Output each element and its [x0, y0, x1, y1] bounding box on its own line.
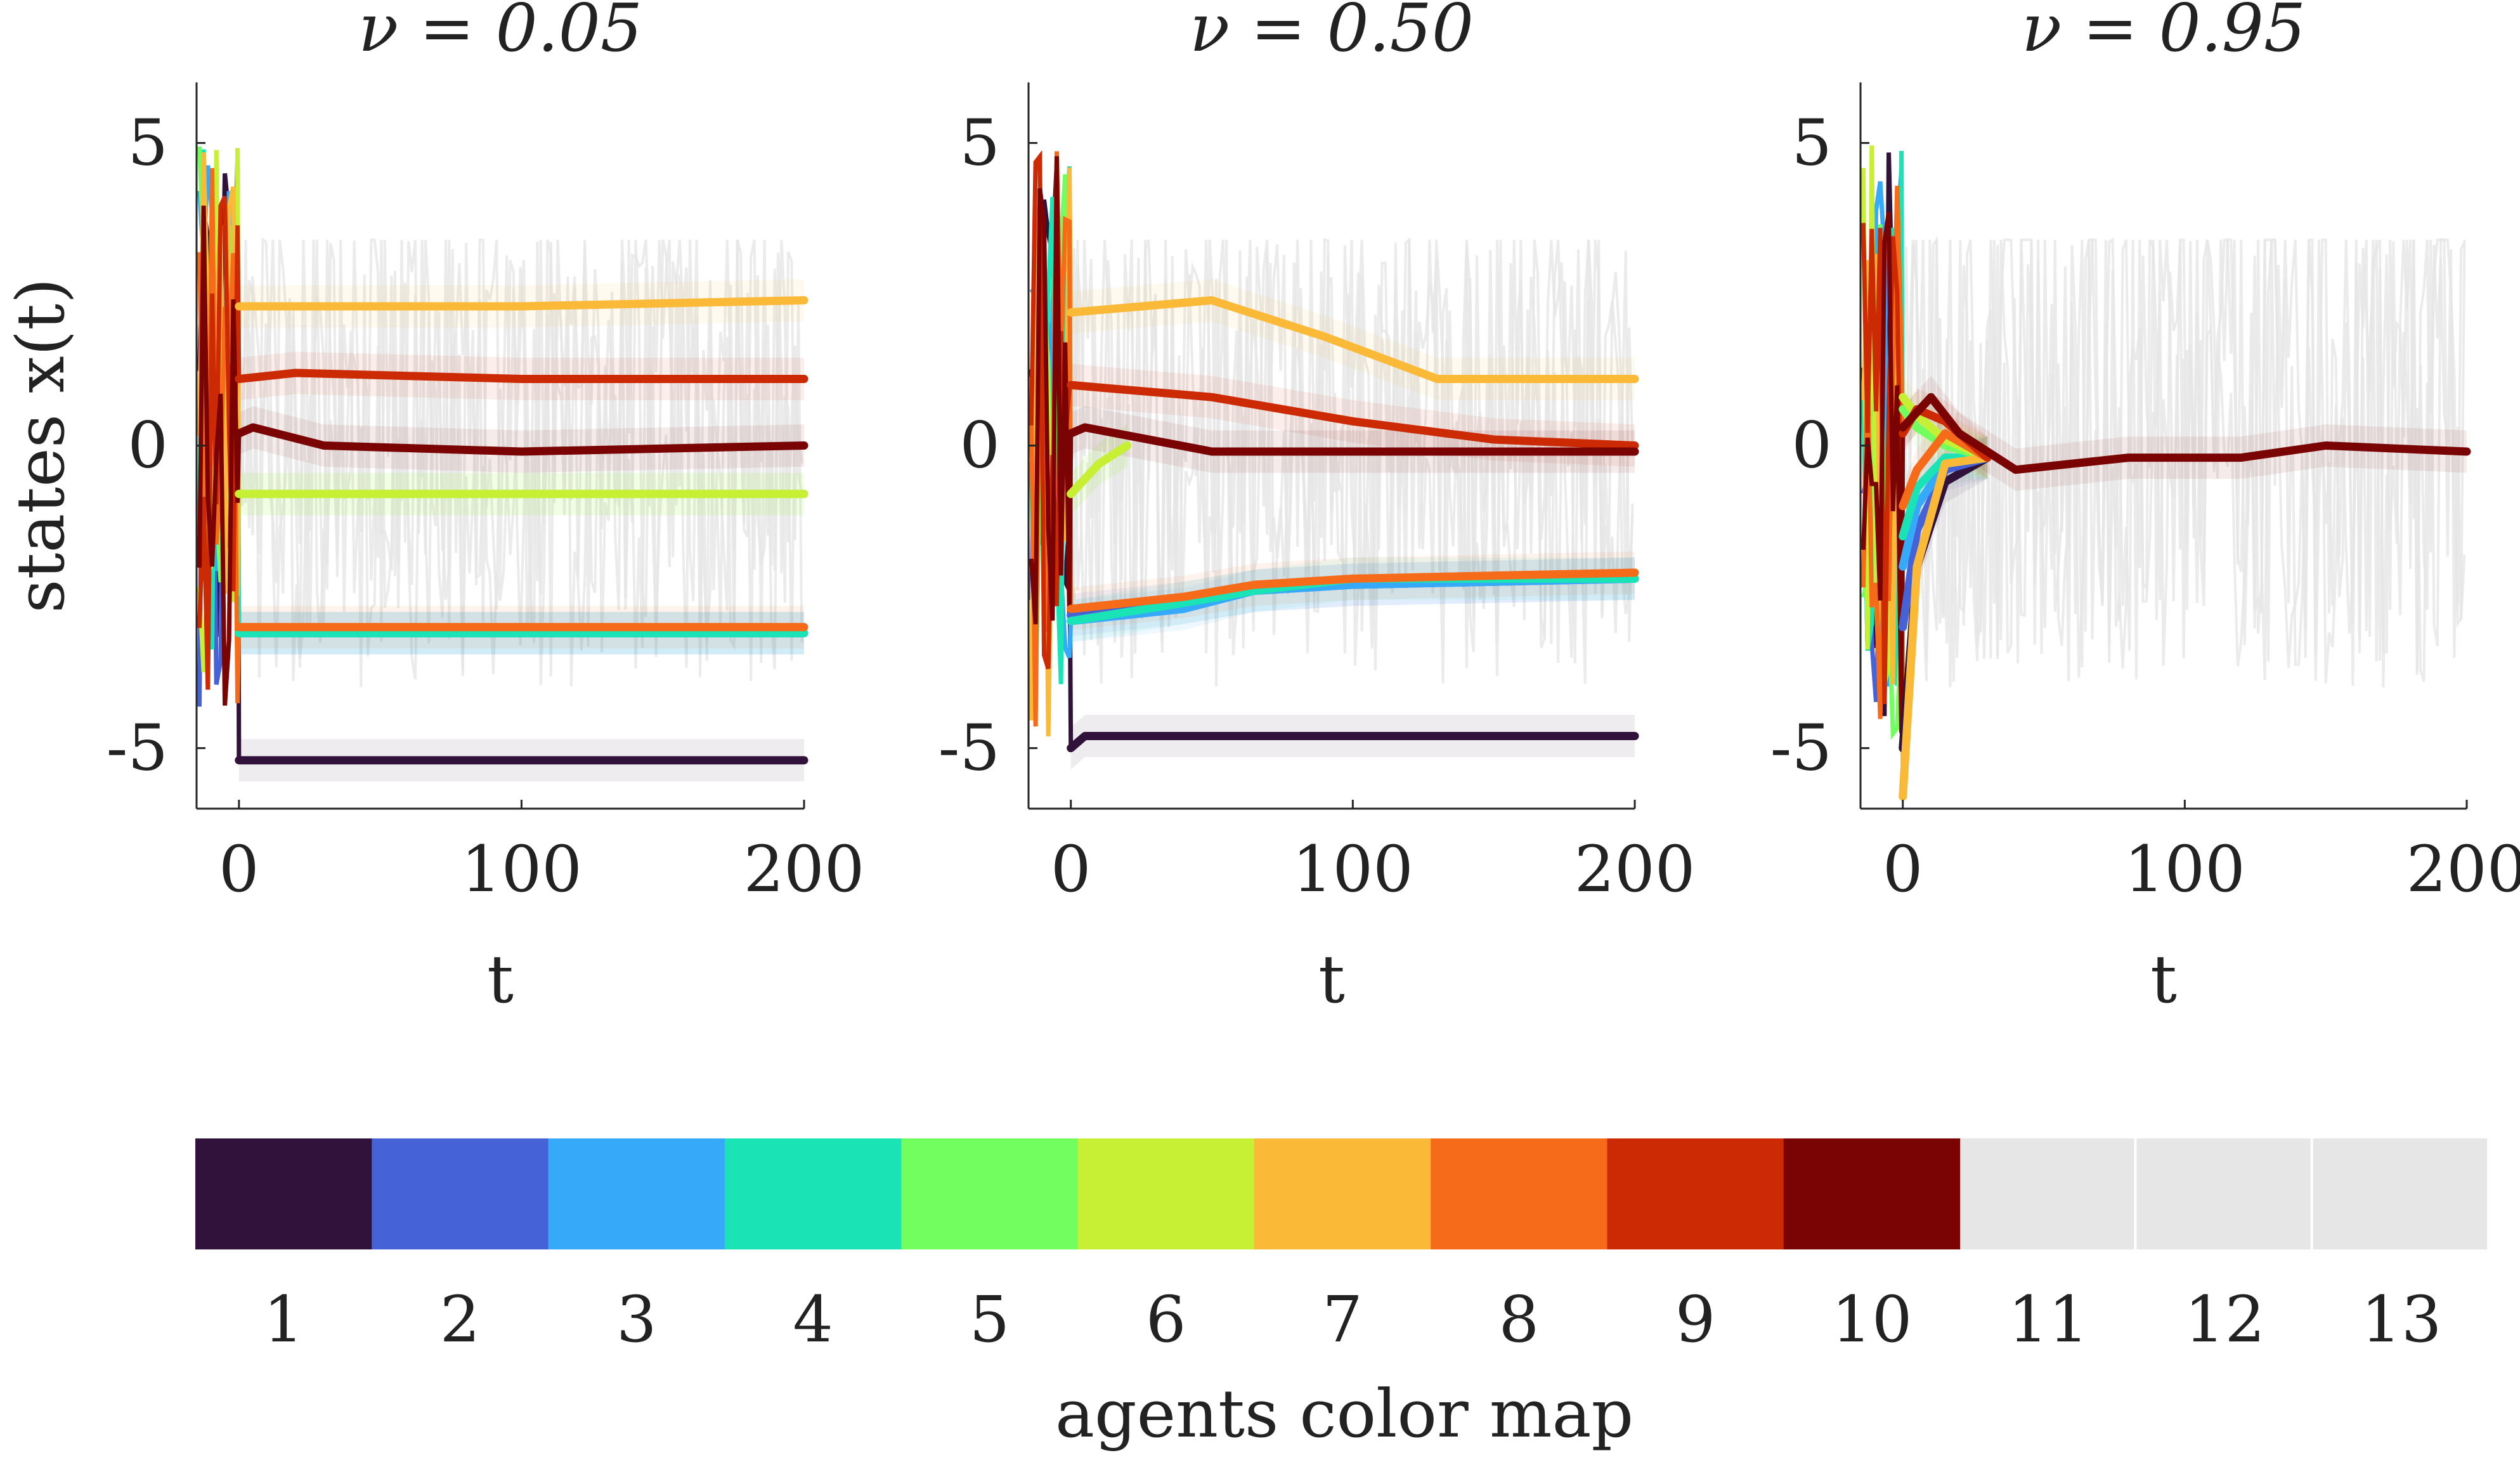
colorbar-agent-label: 5 [970, 1282, 1010, 1357]
colorbar-swatch-agent-2 [372, 1138, 549, 1249]
y-tick-label: -5 [939, 711, 1000, 785]
noise-trace-agent-13 [1902, 237, 2466, 682]
colorbar-swatch-agent-10 [1783, 1138, 1961, 1249]
colorbar-swatch-agent-9 [1607, 1138, 1784, 1249]
x-tick-label: 0 [219, 832, 259, 906]
band-agent-1 [1070, 715, 1635, 769]
x-tick-label: 0 [1051, 832, 1091, 906]
colorbar-agent-label: 9 [1675, 1282, 1716, 1357]
colorbar-agent-label: 2 [440, 1282, 481, 1357]
chart-panel-2: 0 100 200 5 0 -5 ν = 0.50 t [939, 0, 1696, 1018]
band-agent-10 [238, 406, 804, 473]
x-tick-label: 100 [461, 832, 582, 906]
colorbar-swatch-agent-7 [1254, 1138, 1431, 1249]
series-line-agent-9 [235, 368, 809, 383]
colorbar-swatch-agent-5 [901, 1138, 1079, 1249]
colorbar-agent-label: 13 [2361, 1282, 2441, 1357]
initial-oscillation-agent-10 [197, 205, 242, 706]
x-tick-label: 200 [2406, 832, 2520, 906]
series-line-agent-8 [1067, 568, 1639, 613]
initial-oscillation-agent-10 [1029, 156, 1074, 625]
panel-title: ν = 0.95 [2022, 0, 2306, 67]
colorbar-agent-label: 6 [1146, 1282, 1186, 1357]
band-agent-1 [1902, 436, 1988, 769]
band-agent-10 [1070, 406, 1635, 473]
x-axis-label: t [2150, 941, 2177, 1018]
band-agent-7 [1070, 279, 1635, 400]
colorbar-swatch-agent-12 [2136, 1138, 2311, 1249]
colorbar-swatch-agent-3 [548, 1138, 725, 1249]
series-line-agent-7 [235, 296, 809, 311]
series-line-agent-8 [1899, 429, 1992, 511]
y-tick-label: 5 [959, 105, 1000, 179]
chart-panel-3: 0 100 200 5 0 -5 ν = 0.95 t [1770, 0, 2520, 1018]
colorbar-agent-label: 3 [616, 1282, 657, 1357]
panel-title: ν = 0.50 [1190, 0, 1474, 67]
initial-oscillation-agent-10 [1861, 211, 1906, 733]
y-axis-label: states x(t) [2, 278, 79, 613]
colorbar-swatch-agent-8 [1431, 1138, 1607, 1249]
chart-panel-1: 0 100 200 5 0 -5 ν = 0.05 t states x(t) [2, 0, 864, 1018]
y-tick-label: -5 [1770, 711, 1832, 785]
colorbar-swatch-agent-1 [195, 1138, 372, 1249]
initial-oscillation-agent-9 [1861, 223, 1906, 705]
y-tick-label: 5 [1791, 105, 1832, 179]
band-agent-8 [1070, 551, 1635, 630]
y-tick-label: 0 [1791, 408, 1832, 483]
x-axis-label: t [487, 941, 514, 1018]
series-line-agent-6 [1067, 441, 1132, 499]
series-line-agent-7 [1067, 296, 1639, 383]
series-line-agent-10 [1899, 393, 2471, 474]
colorbar-agent-label: 1 [263, 1282, 304, 1357]
y-tick-label: 0 [959, 408, 1000, 483]
colorbar-agent-label: 10 [1831, 1282, 1912, 1357]
colorbar-swatch-agent-13 [2313, 1138, 2487, 1249]
colorbar-swatch-agent-11 [1960, 1138, 2134, 1249]
series-line-agent-10 [235, 423, 809, 456]
colorbar-agent-label: 4 [793, 1282, 833, 1357]
panel-title: ν = 0.05 [358, 0, 642, 67]
colorbar-swatch-agent-4 [724, 1138, 902, 1249]
series-line-agent-10 [1067, 423, 1639, 456]
colorbar-agent-label: 8 [1498, 1282, 1539, 1357]
x-tick-label: 200 [1575, 832, 1696, 906]
colorbar-agent-label: 12 [2185, 1282, 2265, 1357]
x-tick-label: 100 [2124, 832, 2245, 906]
series-line-agent-9 [1067, 381, 1639, 450]
band-agent-10 [1902, 375, 2467, 492]
y-tick-label: -5 [107, 711, 168, 785]
colorbar-swatch-agent-6 [1077, 1138, 1255, 1249]
x-tick-label: 100 [1292, 832, 1413, 906]
colorbar-label: agents color map [1055, 1375, 1633, 1452]
series-line-agent-1 [1067, 732, 1639, 753]
y-tick-label: 5 [127, 105, 168, 179]
series-line-agent-7 [1899, 453, 1992, 801]
x-tick-label: 200 [744, 832, 865, 906]
x-axis-label: t [1318, 941, 1345, 1018]
noise-trace-agent-13 [237, 237, 803, 681]
y-tick-label: 0 [127, 408, 168, 483]
noise-trace-agent-13 [1069, 237, 1634, 678]
agents-colorbar: 1 2 3 4 5 6 7 8 9 10 11 12 13 [195, 1138, 2487, 1357]
colorbar-agent-label: 7 [1322, 1282, 1363, 1357]
x-tick-label: 0 [1883, 832, 1923, 906]
colorbar-agent-label: 11 [2008, 1282, 2089, 1357]
